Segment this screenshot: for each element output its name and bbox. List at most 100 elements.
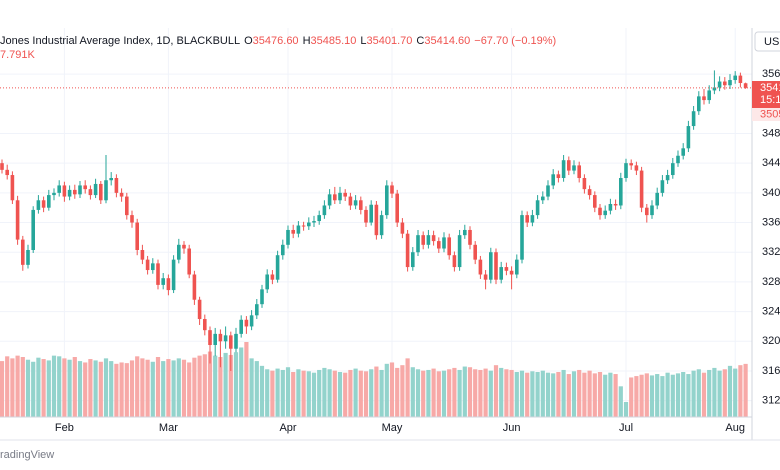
volume-bar (499, 367, 504, 417)
candle-body (613, 203, 618, 206)
volume-bar (525, 372, 530, 417)
x-tick-label: Apr (279, 422, 296, 434)
volume-bar (291, 372, 296, 417)
volume-layer (0, 342, 748, 417)
candle-body (88, 189, 93, 196)
volume-bar (691, 370, 696, 417)
candle-body (78, 185, 82, 195)
volume-bar (25, 359, 31, 417)
candle-body (21, 239, 25, 265)
candle-body (535, 200, 540, 216)
volume-bar (535, 372, 540, 417)
candle-body (145, 259, 150, 271)
volume-bar (5, 356, 10, 417)
candle-body (483, 274, 488, 280)
volume-bar (192, 357, 197, 417)
ohlc-value: 35476.60 (253, 35, 299, 47)
candle-body (109, 178, 113, 181)
currency[interactable]: USD (764, 36, 780, 48)
candle-body (624, 163, 628, 179)
candle-body (171, 259, 176, 291)
y-tick-label: 3160 (762, 365, 780, 377)
volume-bar (88, 359, 93, 417)
volume-bar (405, 358, 410, 417)
candle-body (192, 274, 197, 300)
candle-body (223, 335, 228, 342)
volume-bar (311, 372, 317, 417)
candle-body (353, 200, 358, 206)
volume-bar (545, 372, 551, 417)
candle-body (369, 204, 373, 223)
volume-bar (457, 369, 462, 417)
candle-body (437, 241, 441, 249)
candle-body (203, 319, 207, 331)
candle-body (457, 235, 462, 268)
currency-button[interactable] (754, 31, 780, 52)
volume-bar (478, 369, 483, 417)
volume-bar (72, 357, 77, 417)
volume-bar (426, 369, 431, 417)
volume-bar (473, 369, 478, 417)
candle-body (10, 175, 15, 201)
y-tick-label: 3320 (762, 246, 780, 258)
candle-body (52, 192, 56, 196)
candle-body (400, 222, 405, 234)
candle-body (296, 225, 301, 234)
volume-bar (306, 371, 311, 417)
volume-bar (150, 361, 155, 417)
volume-bar (119, 362, 124, 417)
brand[interactable]: radingView (0, 449, 54, 461)
candle-body (671, 163, 675, 176)
candle-body (509, 270, 514, 275)
candle-body (348, 196, 353, 206)
candle-body (5, 169, 9, 176)
price-tag-label: 3505 (760, 108, 780, 120)
volume-bar (176, 358, 181, 417)
volume-bar (707, 369, 712, 417)
candle-body (463, 229, 467, 236)
volume-bar (109, 361, 114, 417)
volume-bar (467, 367, 473, 417)
volume-bar (587, 370, 592, 417)
candle-layer (0, 70, 748, 371)
candle-body (26, 250, 30, 265)
volume-bar (483, 368, 488, 417)
volume-bar (218, 357, 223, 417)
candle-body (707, 90, 711, 101)
candle-body (291, 229, 295, 234)
candle-body (31, 209, 35, 251)
volume-bar (613, 374, 618, 417)
volume-bar (540, 370, 545, 417)
ohlc-key: H (303, 35, 311, 47)
ohlc-key: C (416, 35, 424, 47)
volume-bar (301, 370, 306, 417)
candle-body (281, 244, 285, 256)
candle-body (374, 204, 379, 236)
volume-bar (280, 369, 285, 417)
candle-body (166, 278, 171, 291)
header-title: Jones Industrial Average Index, 1D, BLAC… (0, 35, 240, 47)
volume-bar (244, 342, 249, 417)
candle-body (577, 165, 581, 179)
volume-bar (530, 371, 535, 417)
candle-body (275, 255, 280, 280)
volume-bar (296, 369, 301, 417)
volume-bar (155, 357, 161, 417)
candle-body (364, 209, 368, 223)
volume-bar (353, 368, 358, 417)
candle-body (379, 215, 384, 236)
volume-bar (514, 372, 519, 417)
candle-body (41, 200, 46, 208)
candle-body (520, 215, 524, 260)
volume-bar (317, 369, 322, 417)
candle-body (572, 165, 576, 171)
volume-bar (140, 358, 145, 417)
candle-body (619, 178, 623, 206)
y-tick-label: 3200 (762, 335, 780, 347)
candle-body (447, 237, 451, 256)
candle-body (405, 233, 410, 268)
candle-body (286, 229, 290, 245)
candle-body (151, 263, 155, 271)
candle-body (234, 333, 238, 349)
volume-bar (77, 361, 83, 417)
